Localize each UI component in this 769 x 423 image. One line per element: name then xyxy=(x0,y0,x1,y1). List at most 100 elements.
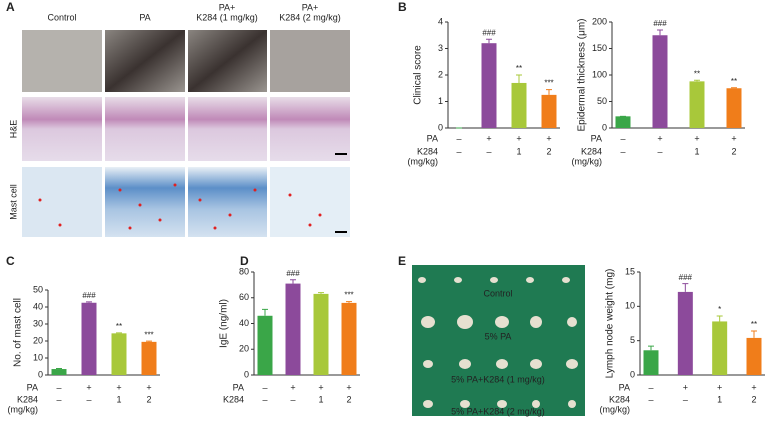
row-value: + xyxy=(657,133,662,143)
row-label: (mg/kg) xyxy=(571,156,602,166)
row-value: – xyxy=(486,146,491,156)
y-tick-label: 150 xyxy=(592,43,607,53)
bar xyxy=(712,321,728,375)
column-header: PA+ xyxy=(219,2,236,12)
row-value: 2 xyxy=(546,146,551,156)
y-tick-label: 50 xyxy=(33,284,43,294)
row-value: – xyxy=(657,146,662,156)
group-label: 5% PA xyxy=(485,331,512,341)
y-tick-label: 5 xyxy=(630,335,635,345)
row-value: + xyxy=(683,382,688,392)
error-bar xyxy=(648,345,654,351)
error-bar xyxy=(516,74,522,83)
row-value: + xyxy=(318,382,323,392)
row-value: – xyxy=(648,382,653,392)
error-bar xyxy=(682,283,689,292)
panel-a-images xyxy=(22,30,350,237)
y-tick-label: 30 xyxy=(33,318,43,328)
row-label: (mg/kg) xyxy=(7,404,38,414)
y-tick-label: 100 xyxy=(592,69,607,79)
panel-e-image xyxy=(412,265,585,416)
row-value: 1 xyxy=(116,394,121,404)
bar xyxy=(541,94,557,128)
y-tick-label: 1 xyxy=(438,96,443,106)
y-tick-label: 0 xyxy=(244,369,249,379)
y-tick-label: 40 xyxy=(33,301,43,311)
error-bar xyxy=(694,79,700,82)
bar xyxy=(677,291,693,375)
significance: ### xyxy=(679,273,693,282)
panel-letter: C xyxy=(6,254,15,268)
row-value: 2 xyxy=(751,394,756,404)
y-tick-label: 15 xyxy=(625,266,635,276)
y-axis-label: Clinical score xyxy=(413,45,424,105)
y-tick-label: 80 xyxy=(239,266,249,276)
row-value: + xyxy=(717,382,722,392)
y-tick-label: 3 xyxy=(438,43,443,53)
error-bar xyxy=(290,279,296,284)
row-value: + xyxy=(751,382,756,392)
column-header: Control xyxy=(47,12,76,22)
row-label: (mg/kg) xyxy=(407,156,438,166)
bar xyxy=(652,35,668,128)
error-bar xyxy=(56,368,62,370)
y-tick-label: 50 xyxy=(597,96,607,106)
y-tick-label: 20 xyxy=(239,344,249,354)
row-value: – xyxy=(620,146,625,156)
y-tick-label: 0 xyxy=(438,122,443,132)
significance: *** xyxy=(144,330,153,339)
error-bar xyxy=(546,89,552,95)
y-tick-label: 0 xyxy=(602,122,607,132)
row-value: 1 xyxy=(516,146,521,156)
row-label: (mg/kg) xyxy=(599,404,630,414)
error-bar xyxy=(751,330,757,338)
bar xyxy=(341,302,357,375)
row-value: – xyxy=(262,382,267,392)
bar xyxy=(285,283,301,375)
y-tick-label: 4 xyxy=(438,16,443,26)
y-tick-label: 40 xyxy=(239,318,249,328)
panel-letter: D xyxy=(240,254,249,268)
significance: *** xyxy=(344,291,353,300)
y-tick-label: 10 xyxy=(625,301,635,311)
error-bar xyxy=(86,301,92,303)
bar xyxy=(643,350,659,375)
bar xyxy=(81,302,97,375)
row-label: K284 xyxy=(609,394,630,404)
significance: ** xyxy=(751,320,757,329)
column-header: PA xyxy=(139,12,150,22)
row-value: – xyxy=(456,133,461,143)
bar xyxy=(141,341,157,375)
y-tick-label: 0 xyxy=(630,369,635,379)
error-bar xyxy=(486,38,492,44)
column-header: K284 (1 mg/kg) xyxy=(196,12,258,22)
bar xyxy=(689,81,705,128)
row-label: K284 xyxy=(581,146,602,156)
error-bar xyxy=(731,87,737,89)
row-value: 1 xyxy=(318,394,323,404)
y-axis-label: Lymph node weight (mg) xyxy=(605,269,616,379)
row-value: 1 xyxy=(717,394,722,404)
y-axis-label: No. of mast cell xyxy=(13,298,24,367)
row-value: + xyxy=(486,133,491,143)
row-value: + xyxy=(731,133,736,143)
bar xyxy=(511,82,527,128)
row-value: + xyxy=(86,382,91,392)
error-bar xyxy=(716,315,723,322)
y-tick-label: 2 xyxy=(438,69,443,79)
row-value: + xyxy=(146,382,151,392)
bar xyxy=(111,333,127,375)
bar xyxy=(726,88,742,128)
error-bar xyxy=(346,301,352,303)
error-bar xyxy=(146,340,152,342)
bar xyxy=(746,337,762,375)
row-value: – xyxy=(648,394,653,404)
panel-letter: A xyxy=(6,0,15,14)
column-header: PA+ xyxy=(302,2,319,12)
row-value: – xyxy=(56,382,61,392)
row-value: 1 xyxy=(694,146,699,156)
y-axis-label: IgE (ng/ml) xyxy=(219,299,230,348)
y-tick-label: 60 xyxy=(239,292,249,302)
row-value: – xyxy=(56,394,61,404)
